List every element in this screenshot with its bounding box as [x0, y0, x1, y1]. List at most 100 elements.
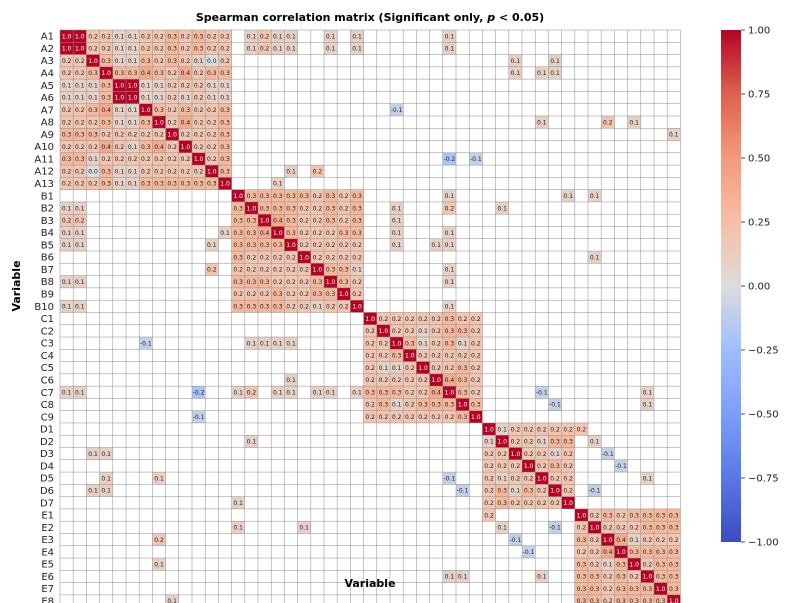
heatmap-cell	[258, 287, 272, 301]
cell-value: 0.2	[194, 70, 204, 77]
cell-value: 0.2	[88, 181, 98, 188]
heatmap-cell	[640, 558, 654, 571]
heatmap-cell	[73, 42, 87, 55]
cell-value: 0.3	[458, 377, 468, 384]
heatmap-cell	[508, 496, 522, 509]
heatmap-cell	[73, 300, 87, 313]
heatmap-cell	[284, 275, 298, 288]
heatmap-cell	[482, 459, 496, 473]
heatmap-cell	[390, 103, 404, 116]
heatmap-cell	[482, 435, 496, 448]
cell-value: 0.1	[273, 46, 283, 53]
heatmap-cell	[469, 373, 483, 387]
cell-value: 0.2	[431, 414, 441, 421]
heatmap-cell	[139, 66, 153, 80]
heatmap-cell	[126, 128, 140, 141]
cell-value: 0.2	[273, 254, 283, 261]
heatmap-cell	[231, 287, 245, 301]
colorbar	[721, 30, 741, 542]
cell-value: 0.2	[88, 144, 98, 151]
cell-value: 0.1	[537, 439, 547, 446]
cell-value: 0.1	[418, 328, 428, 335]
heatmap-cell	[416, 337, 430, 350]
heatmap-cell	[73, 177, 87, 190]
cell-value: 0.3	[181, 181, 191, 188]
cell-value: 0.2	[101, 33, 111, 40]
heatmap-cell	[60, 238, 74, 252]
heatmap-cell	[178, 30, 192, 43]
heatmap-cell	[548, 484, 562, 497]
heatmap-cell	[469, 361, 483, 374]
heatmap-cell	[139, 152, 153, 166]
cell-value: 0.1	[128, 107, 138, 114]
heatmap-cell	[192, 42, 206, 55]
heatmap-cell	[192, 386, 206, 399]
heatmap-cell	[416, 361, 430, 374]
cell-value: 0.3	[326, 205, 336, 212]
cell-value: 0.1	[590, 254, 600, 261]
heatmap-cell	[403, 337, 417, 350]
heatmap-cell	[548, 459, 562, 473]
cell-value: 0.2	[445, 365, 455, 372]
heatmap-cell	[429, 312, 443, 325]
cell-value: 0.1	[62, 205, 72, 212]
cell-value: 0.2	[431, 328, 441, 335]
heatmap-cell	[614, 558, 628, 571]
heatmap-cell	[324, 189, 338, 202]
heatmap-cell	[99, 54, 113, 67]
heatmap-cell	[654, 594, 668, 603]
heatmap-cell	[126, 42, 140, 55]
cell-value: 0.3	[141, 119, 151, 126]
cell-value: 0.2	[656, 537, 666, 544]
cell-value: 0.3	[233, 218, 243, 225]
heatmap-cell	[152, 128, 166, 141]
heatmap-cell	[403, 361, 417, 374]
cell-value: 1.0	[656, 586, 666, 593]
cell-value: 0.2	[616, 512, 626, 519]
heatmap-cell	[350, 386, 364, 399]
heatmap-cell	[640, 594, 654, 603]
heatmap-cell	[258, 214, 272, 227]
heatmap-cell	[60, 165, 74, 178]
cell-value: 0.1	[431, 242, 441, 249]
heatmap-cell	[442, 324, 456, 337]
cell-value: 0.1	[286, 46, 296, 53]
heatmap-cell	[574, 570, 588, 583]
heatmap-cell	[495, 521, 509, 534]
heatmap-cell	[442, 226, 456, 239]
cell-value: 1.0	[563, 500, 573, 507]
cell-value: 0.2	[379, 414, 389, 421]
cell-value: 0.1	[220, 82, 230, 89]
cell-value: 0.4	[141, 70, 151, 77]
cell-value: 0.1	[128, 46, 138, 53]
heatmap-cell	[86, 91, 100, 104]
cell-value: 0.1	[247, 33, 257, 40]
cell-value: -0.2	[444, 156, 456, 163]
heatmap-cell	[363, 337, 377, 350]
cell-value: 0.2	[497, 463, 507, 470]
cell-value: 0.4	[101, 107, 111, 114]
cell-value: 0.1	[115, 107, 125, 114]
cell-value: 0.2	[181, 132, 191, 139]
cell-value: 0.2	[352, 254, 362, 261]
heatmap-cell	[86, 30, 100, 43]
cell-value: 0.1	[352, 389, 362, 396]
heatmap-cell	[112, 115, 126, 129]
cell-value: 0.2	[207, 156, 217, 163]
cell-value: 0.2	[115, 156, 125, 163]
heatmap-cell	[205, 128, 219, 141]
cell-value: 0.2	[603, 119, 613, 126]
heatmap-cell	[601, 521, 615, 534]
heatmap-cell	[390, 349, 404, 362]
cell-value: 0.2	[233, 291, 243, 298]
cell-value: 0.2	[194, 119, 204, 126]
heatmap-cell	[350, 275, 364, 288]
heatmap-cell	[271, 263, 285, 276]
cell-value: 0.4	[616, 537, 626, 544]
cell-value: 0.2	[550, 500, 560, 507]
cell-value: 0.2	[220, 58, 230, 65]
heatmap-cell	[231, 214, 245, 227]
heatmap-cell	[112, 165, 126, 178]
heatmap-cell	[231, 521, 245, 534]
